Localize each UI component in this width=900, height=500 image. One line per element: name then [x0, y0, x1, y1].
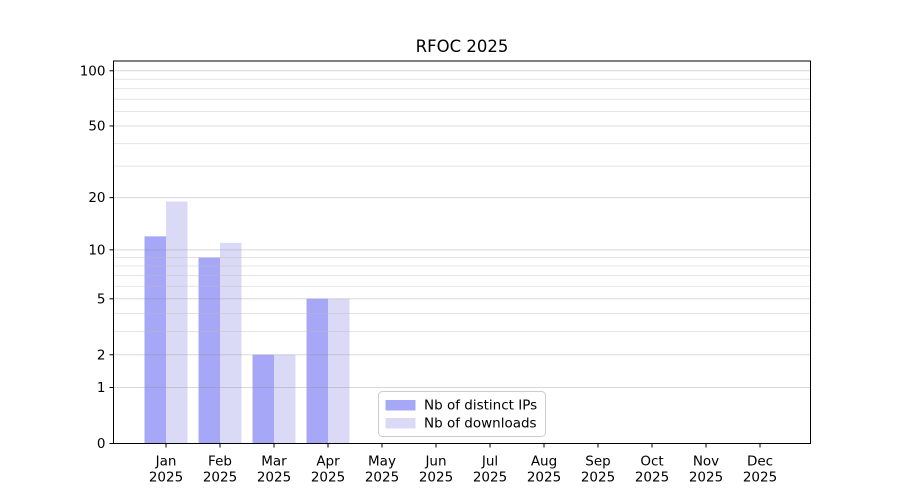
bar-jan-s1	[166, 201, 188, 444]
y-tick-label: 50	[88, 118, 105, 134]
bar-jan-s0	[144, 236, 166, 444]
legend-swatch-distinct-ips	[385, 400, 416, 411]
x-tick-label: Aug 2025	[527, 454, 561, 486]
legend-swatch-downloads	[385, 418, 416, 429]
x-tick-label: Feb 2025	[203, 454, 237, 486]
x-tick-label: Dec 2025	[743, 454, 777, 486]
x-tick-label: Jul 2025	[473, 454, 507, 486]
y-tick-label: 0	[97, 436, 106, 452]
x-tick-label: Sep 2025	[581, 454, 615, 486]
bar-feb-s1	[220, 242, 242, 444]
x-tick-label: Mar 2025	[257, 454, 291, 486]
chart-title: RFOC 2025	[416, 37, 509, 56]
bar-apr-s1	[328, 298, 350, 444]
bar-feb-s0	[198, 257, 220, 444]
legend-label-distinct-ips: Nb of distinct IPs	[424, 398, 537, 414]
y-tick-label: 5	[97, 291, 106, 307]
y-tick-label: 20	[88, 190, 105, 206]
y-tick-label: 100	[80, 63, 106, 79]
bar-apr-s0	[306, 298, 328, 444]
legend: Nb of distinct IPs Nb of downloads	[378, 391, 546, 437]
legend-label-downloads: Nb of downloads	[424, 416, 537, 432]
y-tick-label: 10	[88, 242, 105, 258]
x-tick-label: Nov 2025	[689, 454, 723, 486]
y-tick-label: 2	[97, 347, 106, 363]
grid-layer	[113, 70, 811, 389]
bar-mar-s1	[274, 354, 296, 444]
plot-border	[113, 60, 811, 444]
x-tick-label: Oct 2025	[635, 454, 669, 486]
bar-mar-s0	[252, 354, 274, 444]
x-tick-label: Jan 2025	[149, 454, 183, 486]
bars-layer	[144, 201, 350, 444]
x-tick-label: May 2025	[365, 454, 399, 486]
x-tick-label: Apr 2025	[311, 454, 345, 486]
y-tick-label: 1	[97, 380, 106, 396]
x-tick-label: Jun 2025	[419, 454, 453, 486]
legend-box	[378, 391, 546, 437]
